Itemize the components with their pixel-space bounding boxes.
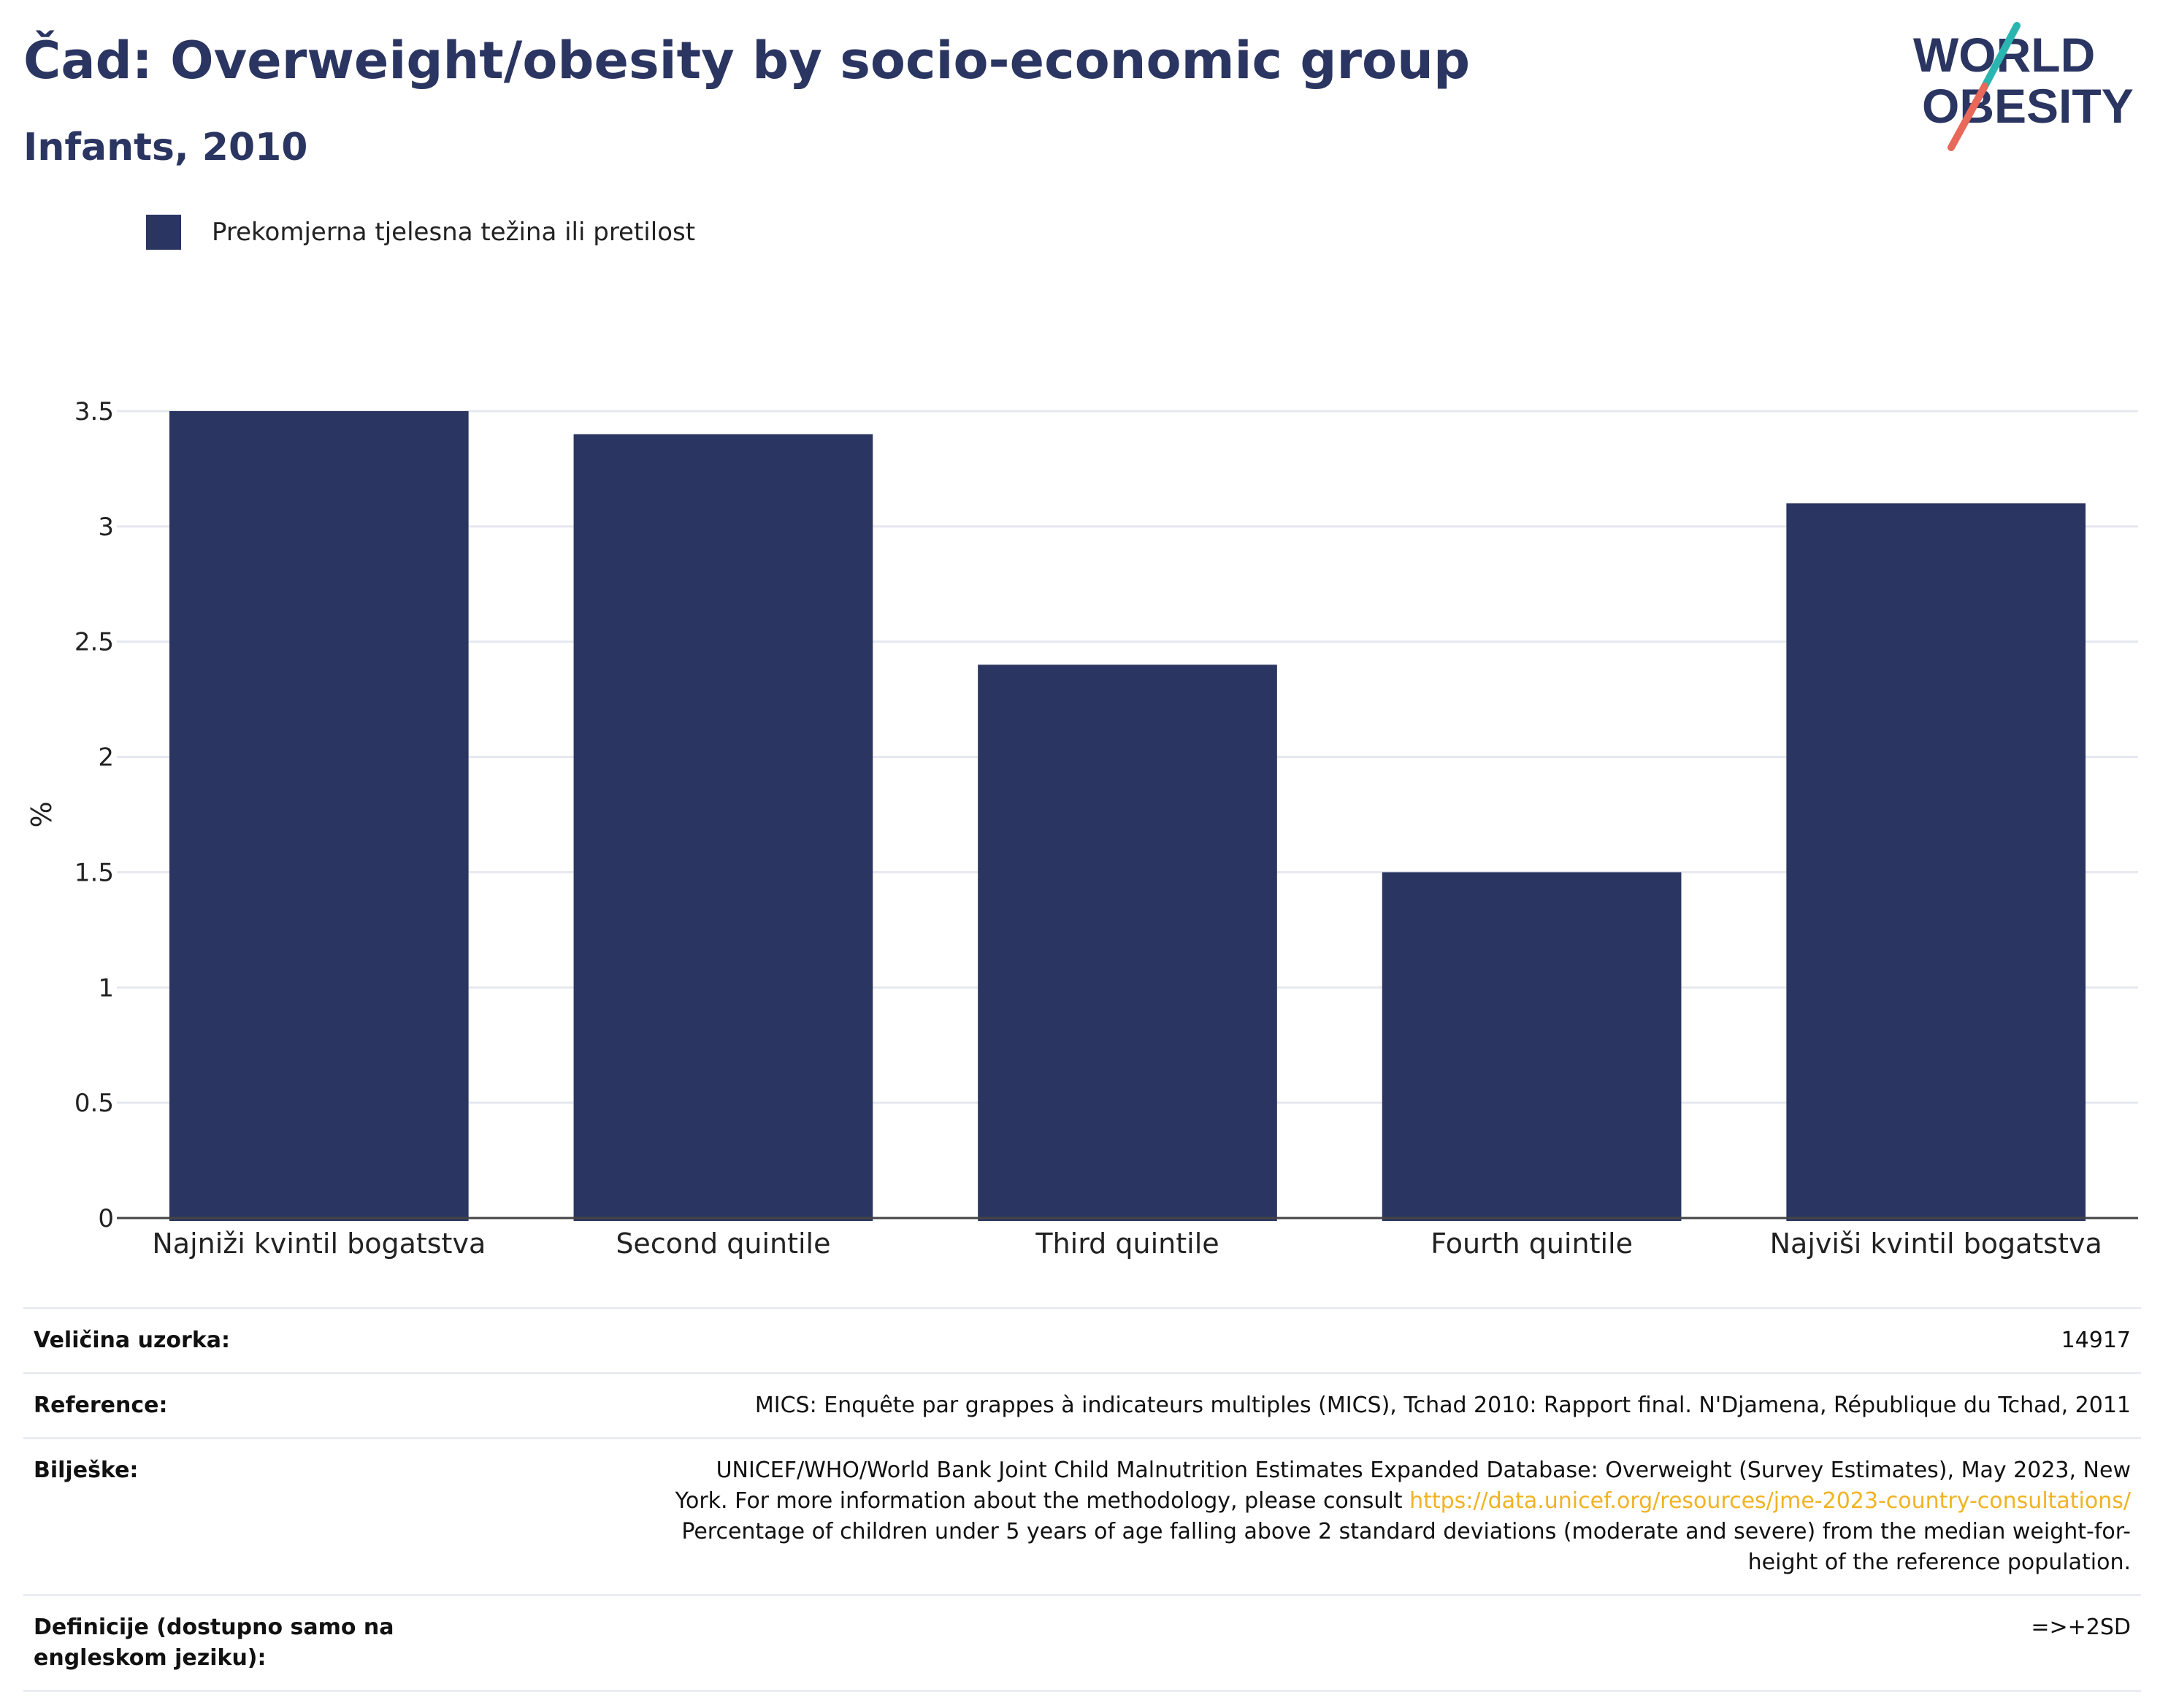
y-tick-label: 3 <box>98 513 114 542</box>
notes-line1: UNICEF/WHO/World Bank Joint Child Malnut… <box>716 1458 2131 1483</box>
logo-slash-top <box>1981 22 2021 90</box>
info-row-definitions: Definicije (dostupno samo na engleskom j… <box>23 1594 2141 1692</box>
info-row-reference: Reference: MICS: Enquête par grappes à i… <box>23 1372 2141 1439</box>
legend-swatch <box>146 215 181 250</box>
notes-line3: Percentage of children under 5 years of … <box>681 1519 2131 1544</box>
notes-line2-prefix: York. For more information about the met… <box>675 1488 1403 1514</box>
y-tick-label: 0.5 <box>74 1089 114 1118</box>
y-tick-label: 2.5 <box>74 628 114 657</box>
chart-subtitle: Infants, 2010 <box>23 126 308 169</box>
y-tick-label: 1.5 <box>74 858 114 887</box>
bar <box>573 434 873 1221</box>
chart-title: Čad: Overweight/obesity by socio-economi… <box>23 31 1471 91</box>
y-tick-label: 0 <box>98 1204 114 1233</box>
info-row-sample: Veličina uzorka: 14917 <box>23 1307 2141 1374</box>
sample-size-value: 14917 <box>540 1307 2141 1374</box>
x-tick-label: Second quintile <box>616 1228 830 1260</box>
notes-value: UNICEF/WHO/World Bank Joint Child Malnut… <box>540 1437 2141 1596</box>
bar-chart: 0 0.5 1 1.5 2 2.5 3 3.5% Najniži kvintil bogatst… <box>26 397 2138 1260</box>
bar <box>169 411 469 1221</box>
y-tick-label: 2 <box>98 743 114 773</box>
definitions-value: =>+2SD <box>540 1594 2141 1692</box>
notes-line2: York. For more information about the met… <box>551 1486 2131 1517</box>
reference-label: Reference: <box>23 1372 540 1439</box>
logo-slash-bottom <box>1948 83 1988 151</box>
y-tick-label: 1 <box>98 973 114 1003</box>
x-tick-label: Fourth quintile <box>1431 1228 1633 1260</box>
methodology-link[interactable]: https://data.unicef.org/resources/jme-20… <box>1409 1488 2131 1514</box>
bar <box>978 665 1277 1221</box>
definitions-label: Definicije (dostupno samo na engleskom j… <box>23 1594 540 1692</box>
notes-label: Bilješke: <box>23 1437 540 1596</box>
x-tick-label: Third quintile <box>1035 1228 1219 1260</box>
chart-legend: Prekomjerna tjelesna težina ili pretilos… <box>146 215 695 250</box>
bar <box>1786 503 2086 1221</box>
x-tick-label: Najviši kvintil bogatstva <box>1770 1228 2102 1260</box>
info-row-notes: Bilješke: UNICEF/WHO/World Bank Joint Ch… <box>23 1437 2141 1596</box>
logo-line2: OBESITY <box>1922 79 2134 133</box>
sample-size-label: Veličina uzorka: <box>23 1307 540 1374</box>
world-obesity-logo: WORLD OBESITY <box>1913 22 2134 151</box>
legend-label: Prekomjerna tjelesna težina ili pretilos… <box>212 218 696 247</box>
x-tick-label: Najniži kvintil bogatstva <box>152 1228 486 1260</box>
y-tick-label: 3.5 <box>74 397 114 426</box>
y-axis-title: % <box>26 801 58 827</box>
notes-line4: height of the reference population. <box>1747 1550 2131 1575</box>
bar <box>1382 872 1682 1221</box>
info-table: Veličina uzorka: 14917 Reference: MICS: … <box>23 1307 2141 1692</box>
reference-value: MICS: Enquête par grappes à indicateurs … <box>540 1372 2141 1439</box>
